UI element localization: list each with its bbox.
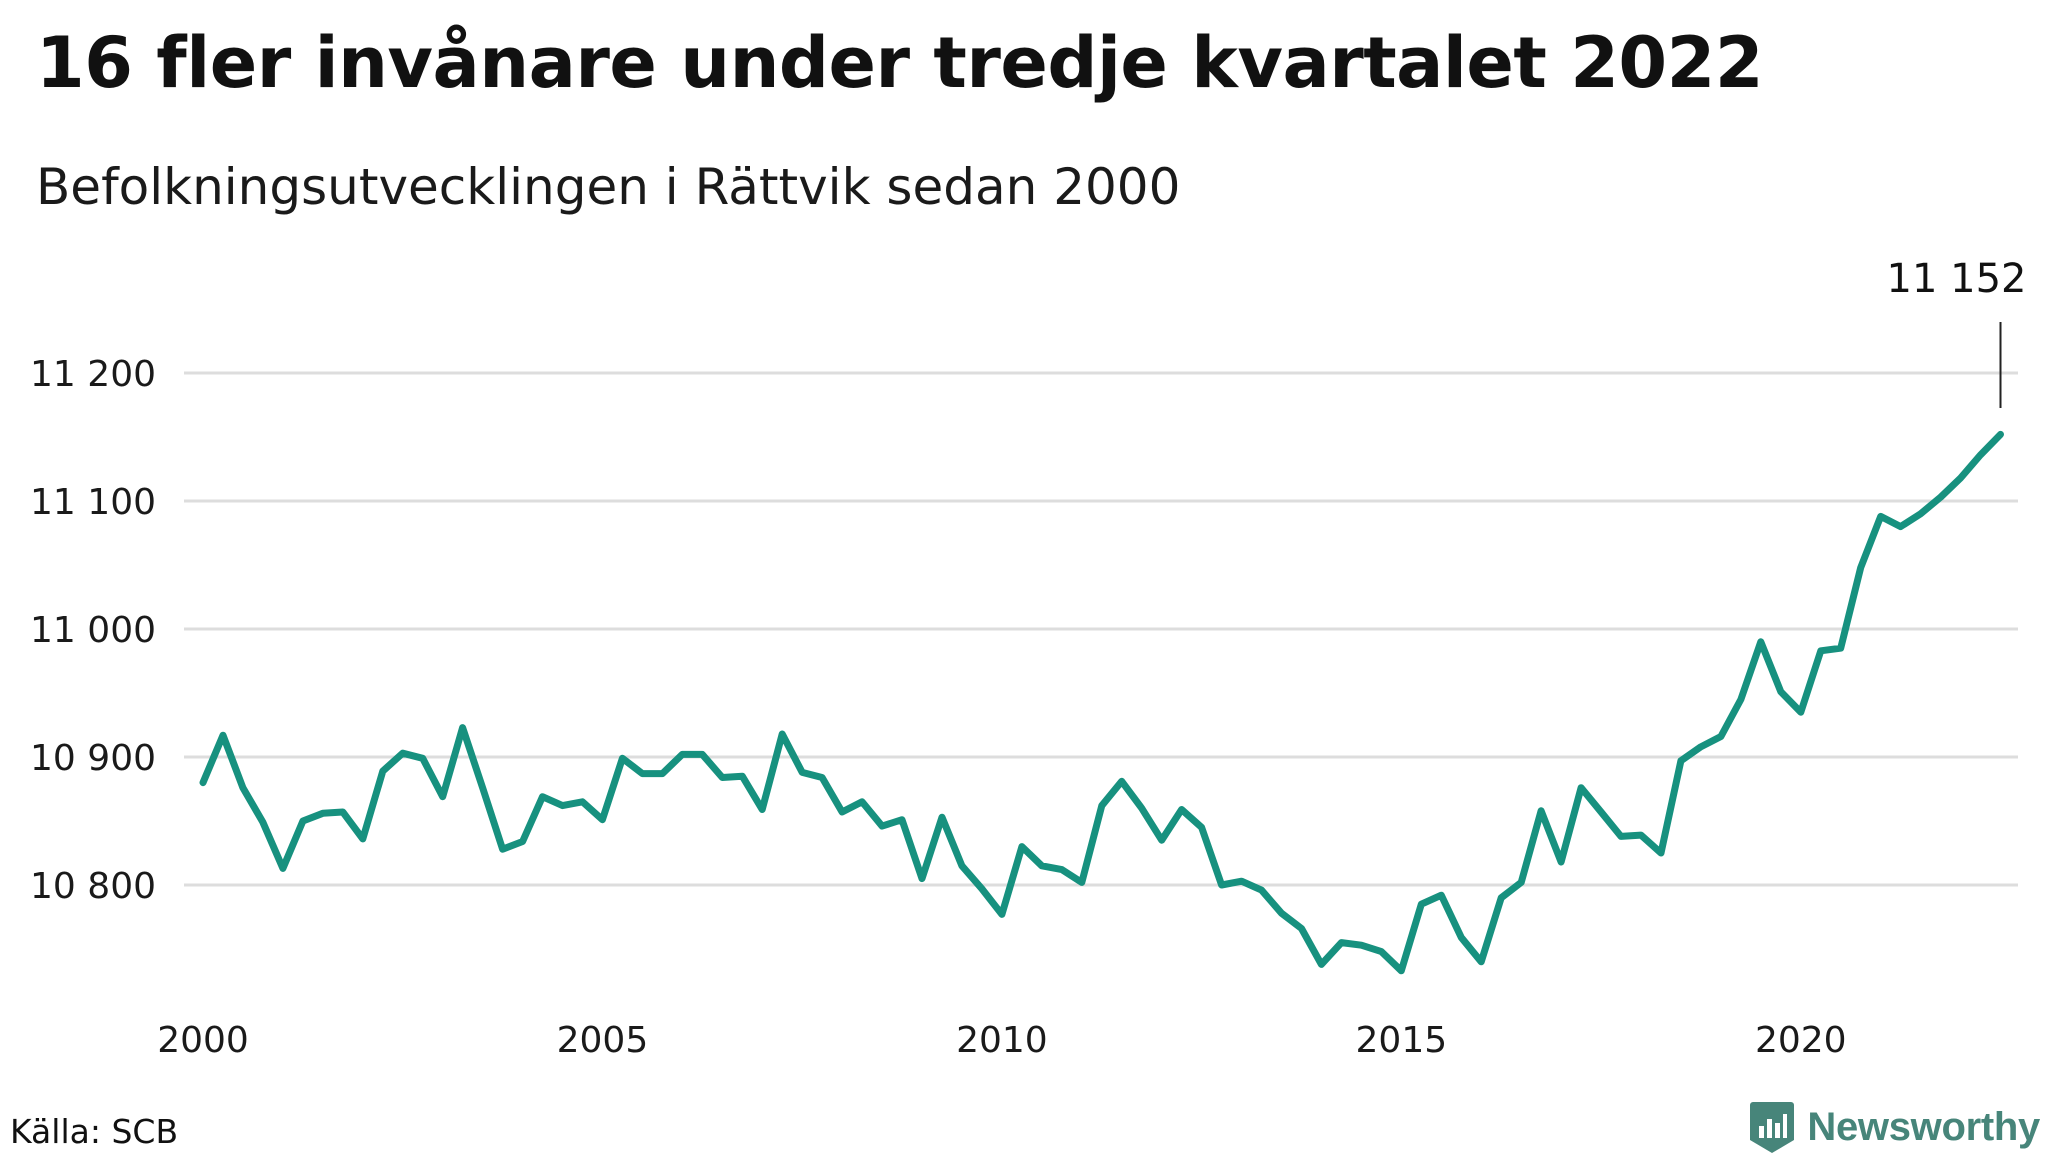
grid-lines <box>184 371 2018 887</box>
y-tick-label: 10 800 <box>30 866 156 907</box>
x-tick-label: 2010 <box>956 1020 1048 1061</box>
y-axis-tick-labels: 10 800 10 900 11 000 11 100 11 200 <box>30 354 156 907</box>
y-tick-label: 11 200 <box>30 354 156 395</box>
series-layer <box>199 430 2004 975</box>
annotation-label: 11 152 <box>1887 256 2027 302</box>
x-axis-tick-labels: 2000 2005 2010 2015 2020 <box>157 1020 1846 1061</box>
chart-title: 16 fler invånare under tredje kvartalet … <box>36 22 1764 104</box>
x-tick-label: 2005 <box>557 1020 649 1061</box>
population-line <box>199 430 2004 975</box>
y-tick-label: 11 000 <box>30 610 156 651</box>
brand-logo: Newsworthy <box>1749 1100 2040 1154</box>
x-tick-label: 2015 <box>1356 1020 1448 1061</box>
last-value-annotation: 11 152 <box>1887 256 2027 408</box>
y-tick-label: 11 100 <box>30 482 156 523</box>
y-tick-label: 10 900 <box>30 738 156 779</box>
chart-subtitle: Befolkningsutvecklingen i Rättvik sedan … <box>36 158 1181 216</box>
brand-name: Newsworthy <box>1807 1104 2040 1149</box>
bar-chart-badge-icon <box>1750 1102 1795 1153</box>
x-tick-label: 2000 <box>157 1020 249 1061</box>
x-tick-label: 2020 <box>1755 1020 1847 1061</box>
source-note: Källa: SCB <box>10 1112 179 1151</box>
